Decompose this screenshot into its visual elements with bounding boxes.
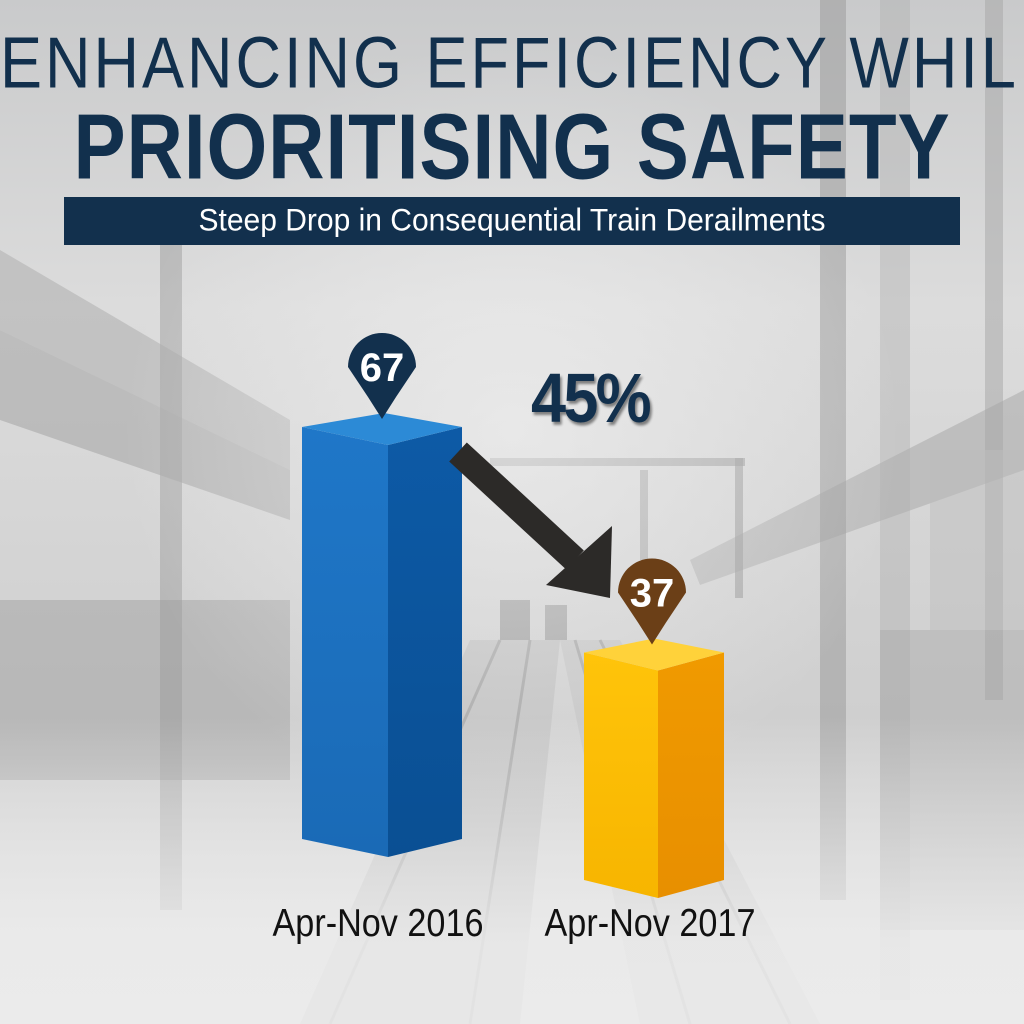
bar-side-face-2017 xyxy=(658,652,724,898)
subtitle-text: Steep Drop in Consequential Train Derail… xyxy=(198,203,826,238)
bar-top-face-2016 xyxy=(302,413,462,445)
data-label-2016: 67 xyxy=(360,346,405,390)
category-label-2017: Apr-Nov 2017 xyxy=(545,901,756,945)
change-percentage-annotation: 45% xyxy=(530,359,652,437)
title-line-2: PRIORITISING SAFETY xyxy=(73,95,951,199)
value-pin-2016: 67 xyxy=(348,333,416,419)
decline-arrow xyxy=(449,442,612,598)
data-label-2017: 37 xyxy=(630,571,675,615)
bar-2017 xyxy=(584,638,724,898)
bar-2016 xyxy=(302,413,462,857)
subtitle-banner: Steep Drop in Consequential Train Derail… xyxy=(64,197,960,245)
bar-top-face-2017 xyxy=(584,638,724,671)
bar-front-face-2017 xyxy=(584,652,658,898)
value-pin-2017: 37 xyxy=(618,558,686,645)
category-label-2016: Apr-Nov 2016 xyxy=(273,901,484,945)
bar-side-face-2016 xyxy=(388,427,462,857)
title-line-1: ENHANCING EFFICIENCY WHILE xyxy=(0,23,1024,104)
bar-front-face-2016 xyxy=(302,427,388,857)
